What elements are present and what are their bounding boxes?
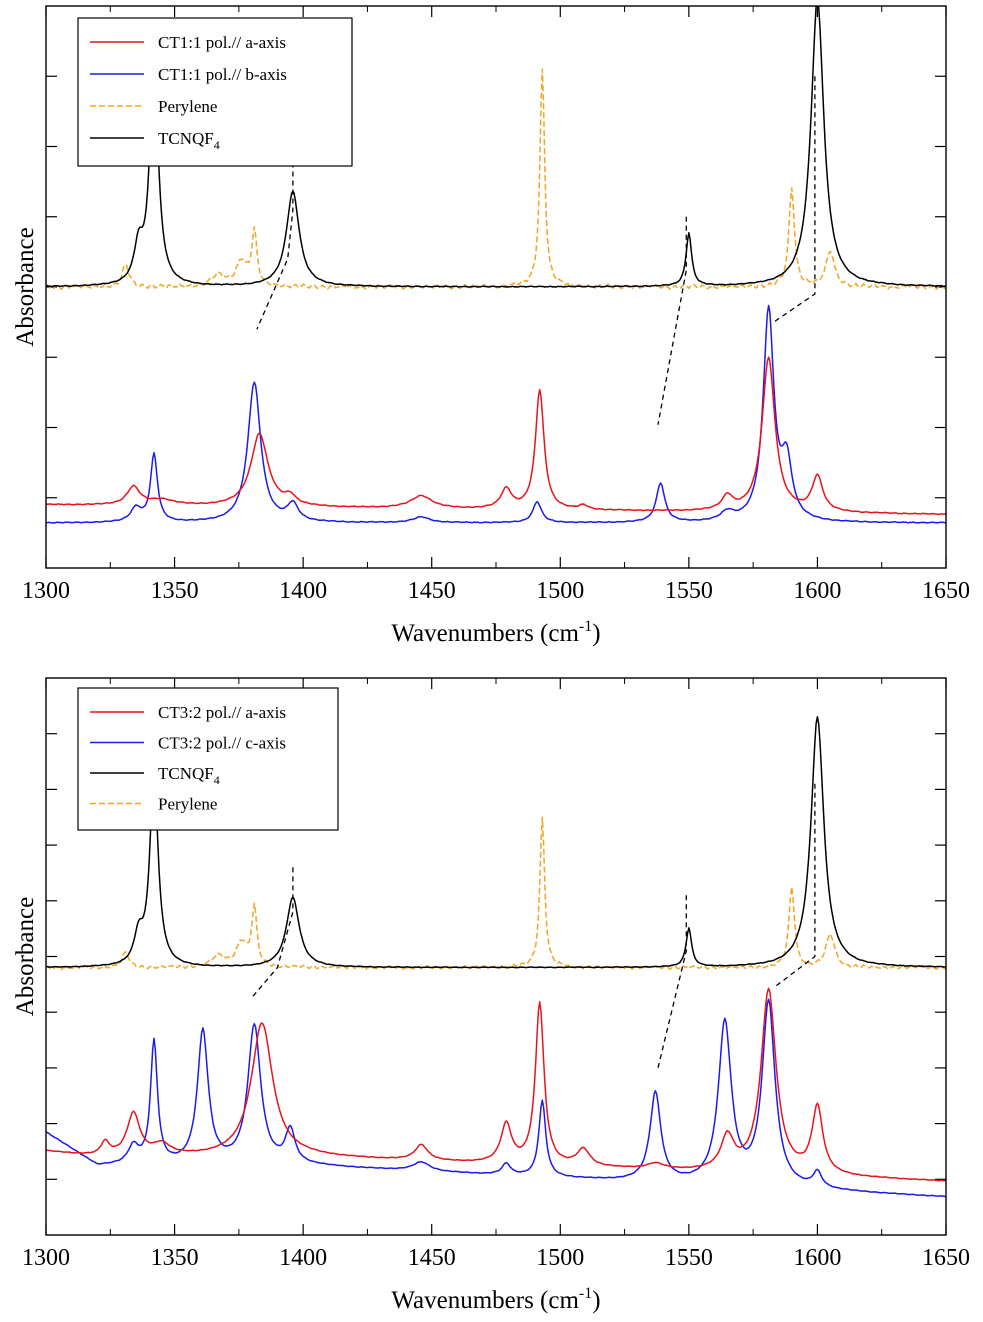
x-tick-label: 1650 — [922, 578, 970, 604]
guide-line-3 — [773, 76, 816, 323]
x-tick-label: 1400 — [279, 1245, 327, 1271]
guide-line-1 — [251, 867, 294, 999]
series-line-tcnqf4 — [46, 716, 946, 969]
x-axis-title-tail: ) — [592, 1287, 600, 1314]
legend-label-subscript: 4 — [214, 773, 220, 787]
y-axis-title: Absorbance — [12, 227, 39, 346]
guide-line-3 — [773, 783, 816, 989]
legend-label: CT1:1 pol.// a-axis — [158, 33, 286, 52]
series-line-tcnqf4 — [46, 6, 946, 288]
x-tick-label: 1600 — [793, 1245, 841, 1271]
legend-label: Perylene — [158, 795, 217, 814]
x-tick-label: 1300 — [22, 578, 70, 604]
x-tick-label: 1600 — [793, 578, 841, 604]
series-line-ct1-1-pol-b-axis — [46, 304, 946, 524]
x-tick-label: 1650 — [922, 1245, 970, 1271]
series-line-perylene — [46, 68, 946, 291]
x-axis-title: Wavenumbers (cm-1) — [391, 1285, 600, 1314]
guide-line-2 — [657, 216, 687, 425]
series-line-ct1-1-pol-a-axis — [46, 356, 946, 516]
plot-frame — [45, 677, 947, 1236]
chart-panel-2: 1300 1350 1400 1450 1500 1550 1600 1650 CT3:2 po… — [12, 677, 970, 1314]
plot-frame — [45, 5, 947, 569]
legend-label-subscript: 4 — [214, 138, 220, 152]
plot-area — [46, 6, 946, 524]
chart-panel-1: 1300 1350 1400 1450 1500 1550 1600 1650 CT1:1 po… — [12, 5, 970, 647]
legend-label: Perylene — [158, 97, 217, 116]
legend-label: CT1:1 pol.// b-axis — [158, 65, 287, 84]
legend-label: TCNQF4 — [158, 129, 220, 152]
x-tick-label: 1350 — [151, 1245, 199, 1271]
guide-line-2 — [657, 895, 687, 1069]
x-tick-label: 1300 — [22, 1245, 70, 1271]
x-tick-label: 1450 — [408, 1245, 456, 1271]
plot-area — [46, 716, 946, 1198]
x-axis-title-main: Wavenumbers (cm — [391, 1287, 579, 1314]
x-tick-label: 1550 — [665, 578, 713, 604]
x-tick-label: 1350 — [151, 578, 199, 604]
x-axis-title-main: Wavenumbers (cm — [391, 620, 579, 647]
legend-label: CT3:2 pol.// c-axis — [158, 734, 286, 753]
x-axis-title-tail: ) — [592, 620, 600, 647]
series-line-ct3-2-pol-a-axis — [46, 987, 946, 1182]
x-tick-label: 1500 — [536, 578, 584, 604]
x-tick-label: 1500 — [536, 1245, 584, 1271]
series-line-ct3-2-pol-c-axis — [46, 998, 946, 1198]
series-line-perylene — [46, 816, 946, 971]
x-tick-label: 1400 — [279, 578, 327, 604]
x-tick-label: 1550 — [665, 1245, 713, 1271]
legend-label: CT3:2 pol.// a-axis — [158, 703, 286, 722]
legend-label: TCNQF4 — [158, 764, 220, 787]
x-axis-title: Wavenumbers (cm-1) — [391, 618, 600, 647]
x-axis-title-sup: -1 — [579, 618, 592, 635]
x-tick-label: 1450 — [408, 578, 456, 604]
x-axis-title-sup: -1 — [579, 1285, 592, 1302]
y-axis-title: Absorbance — [12, 897, 39, 1016]
guide-line-1 — [256, 153, 294, 330]
